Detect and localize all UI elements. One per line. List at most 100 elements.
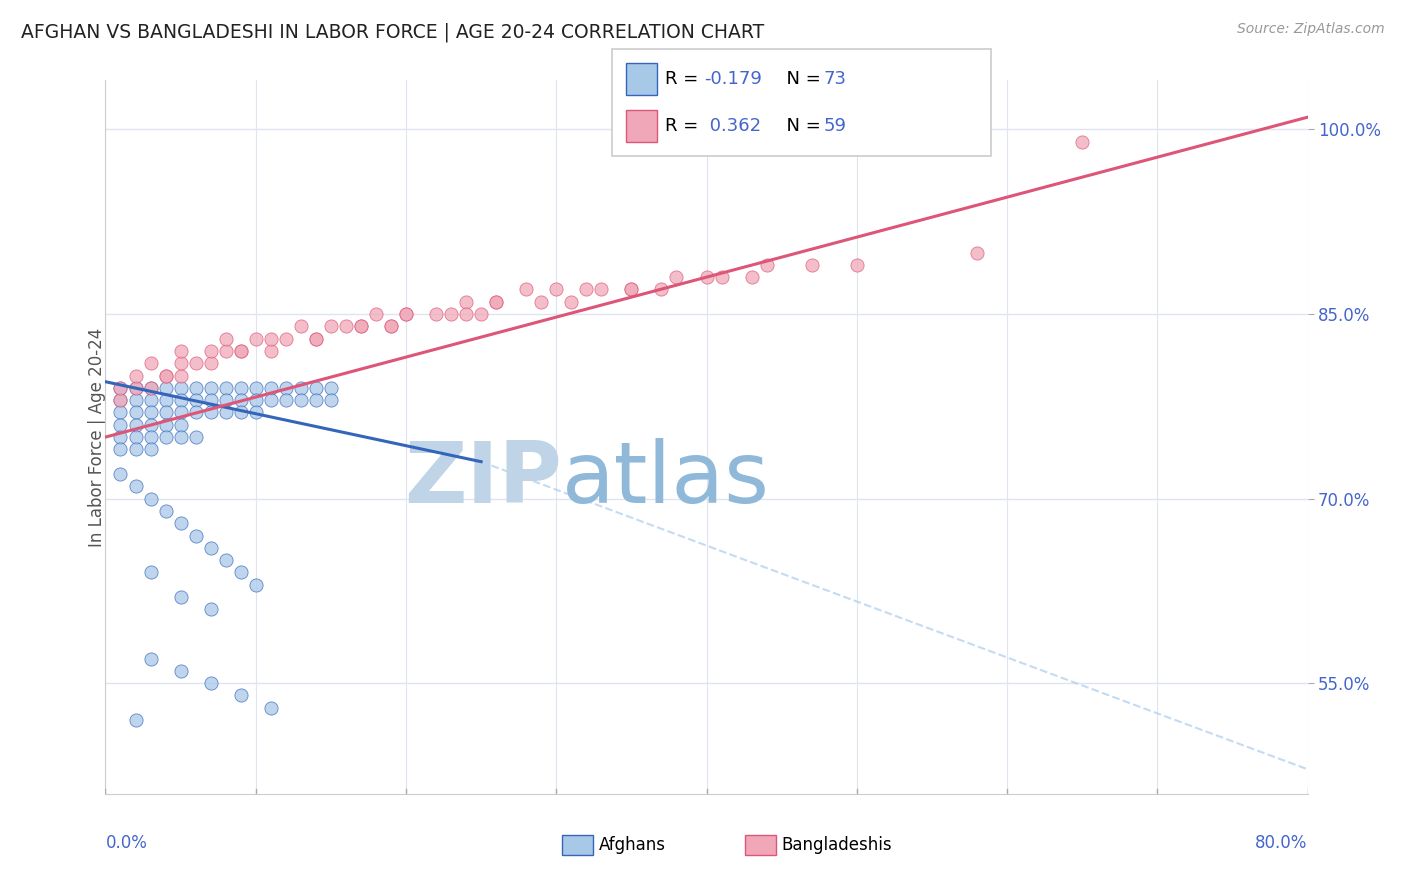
Point: [139, 442, 162, 457]
Point: [260, 700, 283, 714]
Point: [124, 405, 146, 419]
Point: [155, 504, 177, 518]
Point: [139, 566, 162, 580]
Point: [169, 368, 191, 383]
Point: [214, 553, 236, 567]
Point: [260, 332, 283, 346]
Text: N =: N =: [775, 117, 827, 135]
Text: 73: 73: [824, 70, 846, 88]
Point: [245, 405, 267, 419]
Point: [305, 381, 328, 395]
Point: [124, 417, 146, 432]
Point: [155, 381, 177, 395]
Point: [546, 282, 568, 296]
Point: [966, 245, 988, 260]
Point: [350, 319, 373, 334]
Point: [335, 319, 357, 334]
Point: [350, 319, 373, 334]
Point: [139, 381, 162, 395]
Point: [245, 578, 267, 592]
Point: [395, 307, 418, 321]
Point: [395, 307, 418, 321]
Point: [319, 319, 342, 334]
Point: [110, 417, 132, 432]
Point: [229, 343, 252, 358]
Point: [110, 381, 132, 395]
Point: [755, 258, 778, 272]
Y-axis label: In Labor Force | Age 20-24: In Labor Force | Age 20-24: [89, 327, 105, 547]
Point: [184, 528, 207, 542]
Point: [260, 343, 283, 358]
Text: Source: ZipAtlas.com: Source: ZipAtlas.com: [1237, 22, 1385, 37]
Point: [290, 319, 312, 334]
Point: [169, 417, 191, 432]
Point: [155, 405, 177, 419]
Text: 80.0%: 80.0%: [1256, 834, 1308, 852]
Point: [200, 356, 222, 370]
Point: [184, 356, 207, 370]
Point: [110, 430, 132, 444]
Point: [110, 393, 132, 408]
Point: [155, 368, 177, 383]
Point: [110, 442, 132, 457]
Point: [169, 430, 191, 444]
Text: AFGHAN VS BANGLADESHI IN LABOR FORCE | AGE 20-24 CORRELATION CHART: AFGHAN VS BANGLADESHI IN LABOR FORCE | A…: [21, 22, 765, 42]
Text: N =: N =: [775, 70, 827, 88]
Point: [110, 467, 132, 481]
Text: R =: R =: [665, 70, 704, 88]
Point: [169, 381, 191, 395]
Point: [169, 356, 191, 370]
Point: [124, 713, 146, 727]
Point: [200, 393, 222, 408]
Point: [650, 282, 672, 296]
Point: [184, 381, 207, 395]
Point: [274, 332, 297, 346]
Text: ZIP: ZIP: [405, 438, 562, 522]
Point: [124, 479, 146, 493]
Point: [470, 307, 492, 321]
Point: [485, 294, 508, 309]
Point: [184, 405, 207, 419]
Point: [665, 270, 688, 285]
Point: [124, 381, 146, 395]
Point: [425, 307, 447, 321]
Point: [440, 307, 463, 321]
Point: [155, 368, 177, 383]
Text: Bangladeshis: Bangladeshis: [782, 836, 893, 854]
Point: [229, 343, 252, 358]
Point: [380, 319, 402, 334]
Point: [229, 381, 252, 395]
Point: [124, 381, 146, 395]
Point: [200, 381, 222, 395]
Point: [290, 381, 312, 395]
Point: [184, 430, 207, 444]
Point: [214, 343, 236, 358]
Point: [139, 356, 162, 370]
Point: [620, 282, 643, 296]
Point: [139, 430, 162, 444]
Text: Afghans: Afghans: [599, 836, 666, 854]
Point: [245, 381, 267, 395]
Point: [124, 368, 146, 383]
Point: [515, 282, 537, 296]
Point: [229, 405, 252, 419]
Point: [169, 590, 191, 604]
Point: [139, 393, 162, 408]
Point: [139, 405, 162, 419]
Point: [245, 332, 267, 346]
Point: [274, 393, 297, 408]
Text: 0.0%: 0.0%: [105, 834, 148, 852]
Point: [620, 282, 643, 296]
Point: [200, 343, 222, 358]
Text: 59: 59: [824, 117, 846, 135]
Point: [139, 381, 162, 395]
Point: [169, 393, 191, 408]
Point: [319, 381, 342, 395]
Point: [214, 381, 236, 395]
Point: [456, 307, 478, 321]
Point: [229, 689, 252, 703]
Point: [800, 258, 823, 272]
Point: [155, 430, 177, 444]
Point: [260, 381, 283, 395]
Point: [229, 566, 252, 580]
